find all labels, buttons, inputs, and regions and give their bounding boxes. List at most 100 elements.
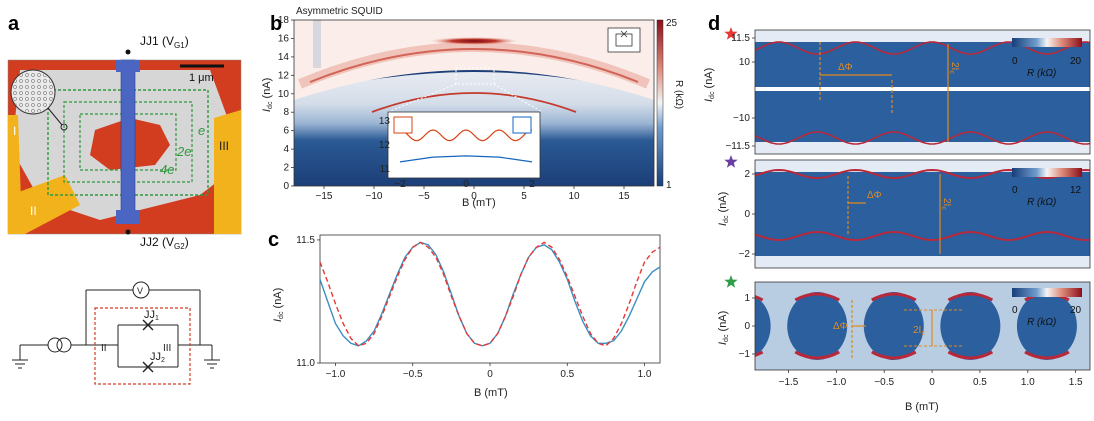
d3-lobe: [940, 292, 1000, 360]
b-ytick-label: 6: [283, 126, 289, 137]
scalebar-label: 1 μm: [189, 72, 214, 84]
circuit-diagram: [12, 282, 220, 372]
contact-iii: [214, 110, 241, 234]
b-ylabel: Idc (nA): [261, 78, 274, 112]
c-ytick-label: 11.5: [296, 235, 315, 246]
b-inset-ytick: 13: [379, 116, 391, 127]
d2-ylabel: Idc (nA): [717, 192, 730, 226]
b-xtick-label: −15: [316, 191, 333, 202]
d2-bottom-band: [755, 256, 1090, 268]
d3-yticks: 10−1: [739, 293, 755, 360]
d2-colorbar: [1012, 168, 1082, 177]
c-ylabel: Idc (nA): [272, 288, 285, 322]
d-xtick-label: 0: [929, 377, 935, 388]
current-source-left: [48, 338, 62, 352]
b-colorbar: [657, 20, 663, 186]
loop-e-label: e: [198, 123, 205, 138]
d-xtick-label: −1.5: [779, 377, 799, 388]
b-xtick-label: 15: [618, 191, 630, 202]
d2-delta-phi: ΔΦ: [867, 190, 882, 201]
c-xtick-label: 1.0: [638, 369, 652, 380]
c-xlabel: B (mT): [474, 387, 508, 399]
circuit-iii-label: III: [163, 343, 171, 354]
loop-4e-label: 4e: [160, 162, 174, 177]
d3-star-icon: [724, 275, 737, 288]
d3-cbar-min: 0: [1012, 305, 1018, 316]
jj2-label: JJ2 (VG2): [140, 235, 189, 251]
b-ytick-label: 12: [278, 70, 290, 81]
jj1-label: JJ1 (VG1): [140, 34, 189, 50]
b-upper-arc-peak: [429, 37, 519, 45]
b-inset-xtick: 2: [529, 179, 535, 190]
b-ytick-label: 10: [278, 89, 290, 100]
b-ytick-label: 4: [283, 144, 289, 155]
d-ytick-label: 2: [744, 169, 750, 180]
b-inset-xtick: 0: [463, 179, 469, 190]
circuit-dashed-box: [95, 308, 190, 384]
b-inset: −2 0 2 11 12 13: [379, 112, 540, 190]
c-xtick-label: 0.5: [560, 369, 574, 380]
b-inset-red-icon: [394, 117, 412, 133]
b-colorbar-max: 25: [666, 18, 678, 29]
d1-colorbar: [1012, 38, 1082, 47]
d-xtick-label: 1.5: [1069, 377, 1083, 388]
d1-bottom-band: [755, 142, 1090, 154]
b-ytick-label: 18: [278, 15, 290, 26]
b-xtick-label: 10: [568, 191, 580, 202]
d2-cbar-max: 12: [1070, 185, 1082, 196]
d1-cbar-min: 0: [1012, 56, 1018, 67]
b-title: Asymmetric SQUID: [296, 6, 383, 17]
current-source-right: [57, 338, 71, 352]
b-xlabel: B (mT): [462, 197, 496, 209]
circuit-ii-label: II: [101, 343, 107, 354]
d-ytick-label: 0: [744, 209, 750, 220]
b-ytick-label: 0: [283, 181, 289, 192]
b-inset-ytick: 11: [380, 164, 391, 175]
d-xtick-label: 1.0: [1021, 377, 1035, 388]
d-row-2: ΔΦ 2Ic 0 12 R (kΩ) 20−2: [724, 155, 1090, 268]
gate-electrode: [121, 60, 135, 220]
d1-delta-phi: ΔΦ: [838, 62, 853, 73]
b-squid-symbol: [608, 28, 640, 52]
d-ytick-label: −10: [733, 113, 750, 124]
c-xtick-label: −0.5: [403, 369, 423, 380]
panel-letter-a: a: [8, 13, 20, 35]
d-xtick-label: −0.5: [874, 377, 894, 388]
b-inset-xtick: −2: [394, 179, 406, 190]
panel-d: d ΔΦ 2Ic 0 20 R (kΩ) 11.510−10−11.5: [703, 13, 1094, 413]
d2-cbar-label: R (kΩ): [1027, 197, 1056, 208]
b-ytick-label: 16: [278, 33, 290, 44]
b-ytick-label: 2: [283, 163, 289, 174]
panel-a: a 1 μm I II III e 2e 4e JJ1 (VG1): [8, 13, 241, 384]
b-inset-ytick: 12: [379, 140, 391, 151]
d1-cbar-max: 20: [1070, 56, 1082, 67]
d-ytick-label: 11.5: [731, 33, 750, 44]
c-ytick-label: 11.0: [296, 358, 315, 369]
d3-cbar-label: R (kΩ): [1027, 317, 1056, 328]
b-ytick-label: 14: [278, 52, 290, 63]
b-xtick-label: 5: [521, 191, 527, 202]
d2-star-icon: [724, 155, 737, 168]
gate-bottom: [116, 210, 140, 224]
panel-letter-d: d: [708, 13, 720, 35]
b-ytick-label: 8: [283, 107, 289, 118]
hex-lattice-pattern: [12, 71, 54, 113]
d3-delta-phi: ΔΦ: [833, 321, 848, 332]
b-colorbar-label: R (kΩ): [673, 80, 684, 109]
d-xlabel: B (mT): [905, 401, 939, 413]
contact-ii-label: II: [30, 204, 37, 218]
d-ytick-label: −1: [739, 349, 751, 360]
d2-yticks: 20−2: [739, 169, 755, 260]
contact-iii-label: III: [219, 139, 229, 153]
d2-cbar-min: 0: [1012, 185, 1018, 196]
d1-axis-break: [755, 87, 1090, 91]
jj2-marker: [126, 230, 131, 235]
loop-2e-label: 2e: [176, 144, 191, 159]
d-xtick-label: 0.5: [973, 377, 987, 388]
circuit-jj1-label: JJ1: [144, 309, 159, 322]
voltmeter-label: V: [137, 286, 143, 296]
contact-i-label: I: [13, 124, 16, 138]
d3-ylabel: Idc (nA): [717, 311, 730, 345]
